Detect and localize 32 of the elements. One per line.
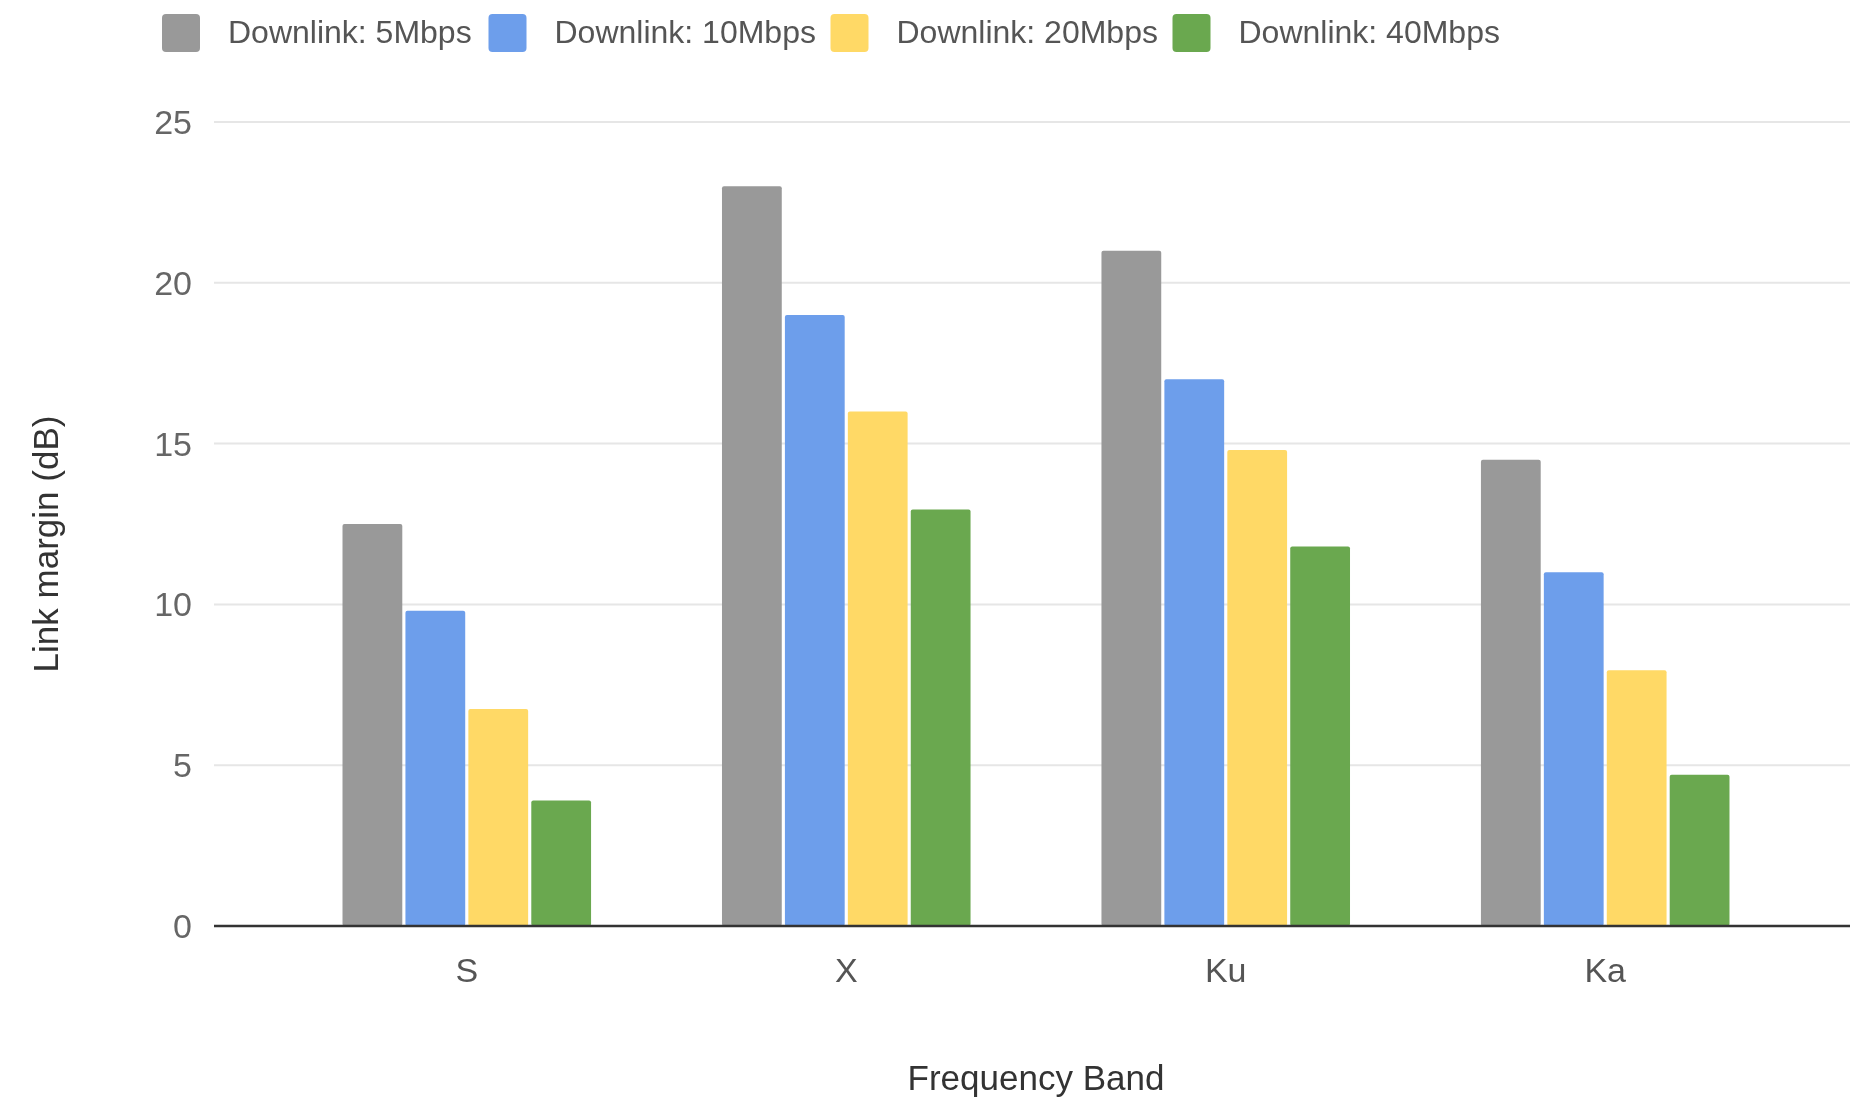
bar [1606, 670, 1667, 926]
bar [1543, 572, 1604, 926]
bar [531, 800, 592, 926]
legend-label: Downlink: 40Mbps [1238, 14, 1500, 50]
legend-label: Downlink: 5Mbps [228, 14, 472, 50]
y-tick-label: 20 [154, 263, 192, 302]
bar [1480, 459, 1541, 926]
x-tick-label: S [455, 951, 479, 989]
y-axis-title: Link margin (dB) [26, 415, 65, 673]
x-axis-title: Frequency Band [907, 1058, 1165, 1097]
bar [1227, 450, 1288, 926]
y-tick-label: 0 [173, 906, 192, 945]
bar [721, 186, 782, 926]
bar [1290, 546, 1351, 926]
bar [910, 509, 971, 926]
y-tick-label: 25 [154, 102, 192, 141]
bar [468, 708, 529, 926]
bar [1164, 379, 1225, 926]
x-tick-label: Ka [1584, 951, 1627, 989]
y-tick-label: 5 [173, 746, 192, 785]
bar [405, 610, 466, 926]
legend-label: Downlink: 20Mbps [896, 14, 1158, 50]
bar [784, 314, 845, 926]
x-tick-label: X [834, 951, 858, 989]
y-tick-label: 15 [154, 424, 192, 463]
y-tick-label: 10 [154, 585, 192, 624]
legend-label: Downlink: 10Mbps [554, 14, 816, 50]
bar [1101, 250, 1162, 926]
bar [1669, 774, 1730, 926]
bar [342, 524, 403, 926]
x-tick-label: Ku [1204, 951, 1247, 989]
bar [847, 411, 908, 926]
